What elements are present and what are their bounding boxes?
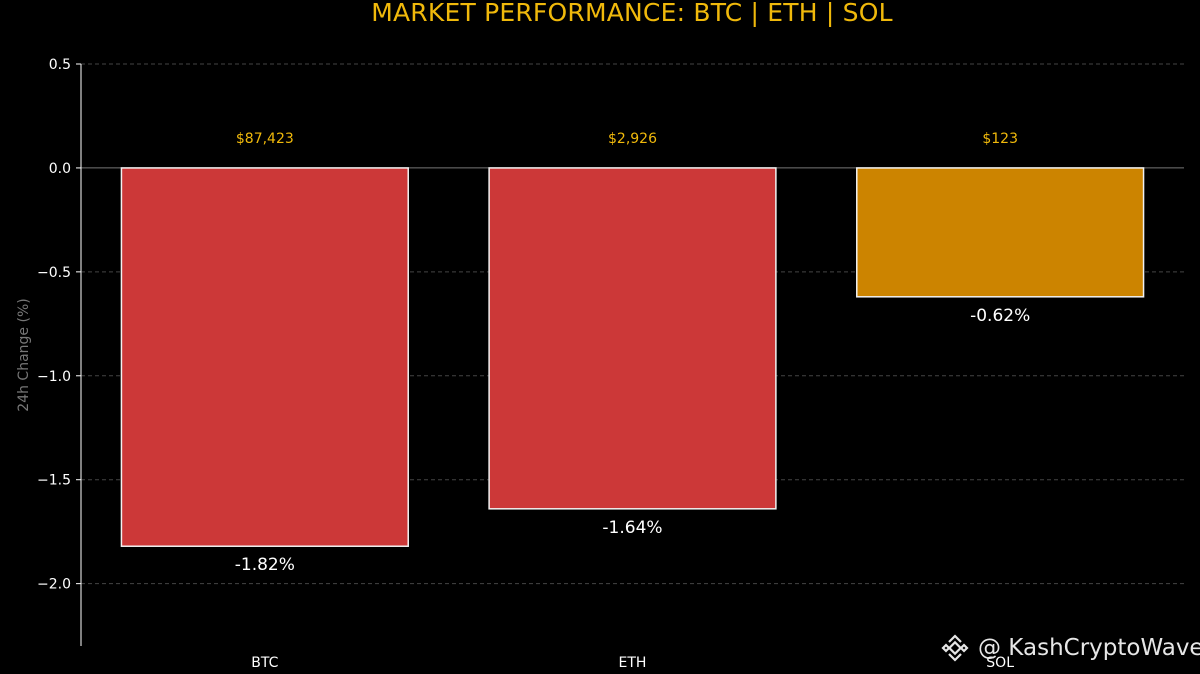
chart-title: MARKET PERFORMANCE: BTC | ETH | SOL (371, 0, 893, 27)
binance-logo-icon (941, 634, 969, 662)
x-tick-label: BTC (251, 655, 278, 671)
y-tick-label: −1.5 (37, 473, 71, 489)
y-tick-label: −2.0 (37, 577, 71, 593)
watermark: @ KashCryptoWave (940, 633, 1200, 663)
y-tick-label: 0.5 (49, 57, 71, 73)
y-tick-label: −1.0 (37, 369, 71, 385)
price-label: $123 (982, 131, 1018, 147)
value-label: -1.64% (602, 518, 662, 538)
watermark-text: @ KashCryptoWave (978, 635, 1200, 661)
y-tick-label: 0.0 (49, 161, 71, 177)
x-tick-label: SOL (986, 655, 1014, 671)
x-tick-label: ETH (619, 655, 647, 671)
bar-sol (856, 167, 1145, 298)
price-label: $2,926 (608, 131, 657, 147)
bar-eth (488, 167, 777, 510)
value-label: -0.62% (970, 306, 1030, 326)
y-axis-label: 24h Change (%) (16, 298, 32, 411)
price-label: $87,423 (236, 131, 294, 147)
bar-btc (120, 167, 409, 547)
value-label: -1.82% (235, 555, 295, 575)
y-tick-label: −0.5 (37, 265, 71, 281)
